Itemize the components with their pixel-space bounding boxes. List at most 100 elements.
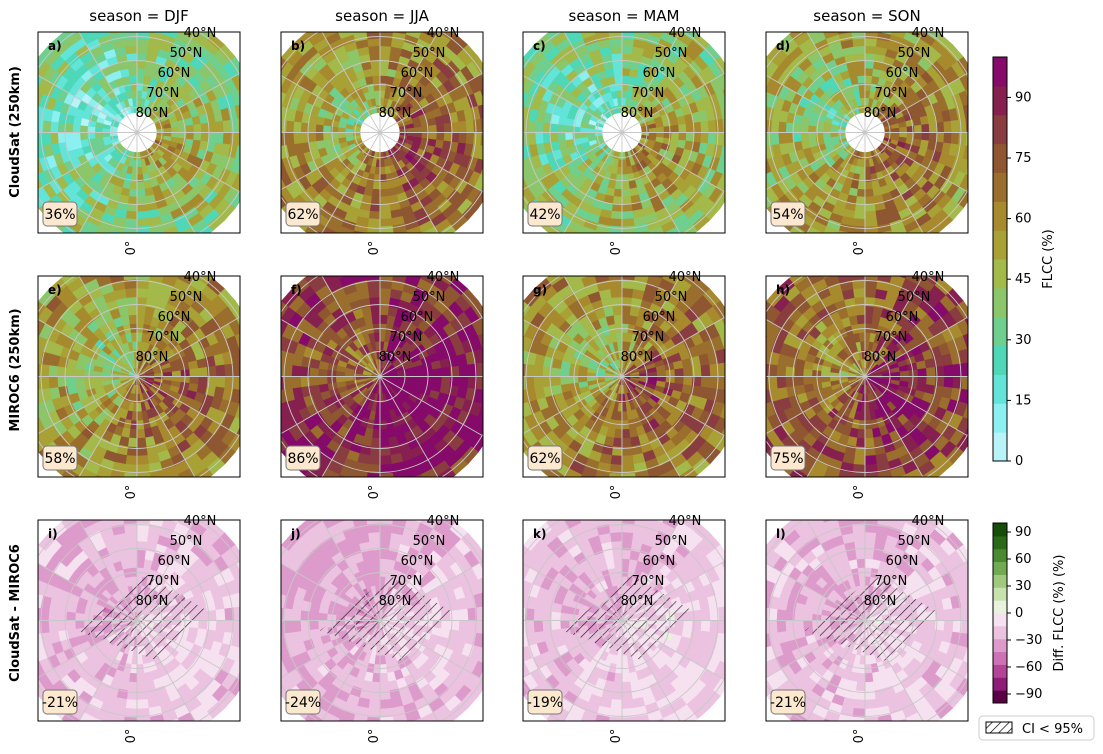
colorbar-tick-label: 15	[1015, 393, 1032, 408]
mean-value-box: -19%	[527, 689, 563, 715]
mean-value-label: 42%	[529, 207, 560, 223]
mean-value-label: -24%	[285, 695, 321, 711]
map-panel-k: 40°N 50°N 60°N 70°N 80°N k) -19% 0°	[522, 514, 726, 743]
lat-label: 70°N	[875, 574, 908, 589]
map-panel-b: 40°N 50°N 60°N 70°N 80°N b) 62% 0°	[280, 26, 484, 256]
colorbar-segment	[993, 651, 1007, 665]
lat-label: 50°N	[170, 534, 203, 549]
map-panel-h: 40°N 50°N 60°N 70°N 80°N h) 75% 0°	[765, 270, 969, 500]
mean-value-box: -21%	[42, 689, 78, 715]
hatch-legend: CI < 95%	[978, 715, 1095, 741]
panel-letter: k)	[533, 527, 546, 541]
map-panel-f: 40°N 50°N 60°N 70°N 80°N f) 86% 0°	[280, 270, 484, 499]
lat-label: 80°N	[864, 106, 897, 121]
lat-label: 70°N	[147, 574, 180, 589]
lat-label: 40°N	[669, 26, 702, 41]
mean-value-box: 36%	[42, 201, 78, 227]
panel-letter: l)	[776, 527, 786, 541]
lat-label: 50°N	[655, 534, 688, 549]
lat-label: 70°N	[390, 330, 423, 345]
lat-label: 60°N	[401, 66, 434, 81]
lon-label: 0°	[367, 729, 382, 744]
row-label: CloudSat (250km)	[8, 66, 23, 198]
column-title: season = JJA	[335, 7, 429, 25]
lat-label: 70°N	[875, 86, 908, 101]
lat-label: 50°N	[413, 534, 446, 549]
colorbar-tick-label: 90	[1015, 90, 1032, 105]
colorbar-segment	[993, 523, 1007, 537]
colorbar-segment	[993, 432, 1007, 462]
panel-letter: d)	[776, 39, 790, 53]
lat-label: 50°N	[170, 46, 203, 61]
lat-label: 60°N	[401, 310, 434, 325]
mean-value-label: 36%	[44, 207, 75, 223]
lat-label: 60°N	[643, 554, 676, 569]
colorbar-segment	[993, 561, 1007, 575]
panel-frame	[280, 275, 484, 478]
lat-label: 70°N	[875, 330, 908, 345]
panel-frame	[280, 31, 484, 234]
lat-label: 50°N	[413, 290, 446, 305]
lat-label: 80°N	[864, 350, 897, 365]
lat-label: 70°N	[147, 86, 180, 101]
mean-value-label: -21%	[42, 695, 78, 711]
colorbar-tick-label: 60	[1015, 552, 1032, 567]
hatch-legend-label: CI < 95%	[1022, 722, 1083, 737]
lat-label: 80°N	[864, 594, 897, 609]
colorbar-segment	[993, 664, 1007, 678]
lat-label: 70°N	[147, 330, 180, 345]
lat-label: 40°N	[669, 270, 702, 285]
lat-label: 50°N	[898, 46, 931, 61]
colorbar-tick-label: 90	[1015, 525, 1032, 540]
lat-label: 80°N	[379, 106, 412, 121]
colorbar-segment	[993, 114, 1007, 145]
column-title: season = SON	[813, 7, 920, 25]
lat-label: 80°N	[379, 594, 412, 609]
panel-letter: e)	[48, 283, 62, 297]
lon-label: 0°	[609, 241, 624, 256]
lat-label: 60°N	[886, 554, 919, 569]
column-title: season = DJF	[89, 7, 188, 25]
colorbar-segment	[993, 403, 1007, 433]
map-panel-l: 40°N 50°N 60°N 70°N 80°N l) -21% 0°	[765, 514, 969, 744]
colorbar-segment	[993, 548, 1007, 563]
lon-label: 0°	[367, 241, 382, 256]
panel-frame	[280, 519, 484, 722]
lat-label: 40°N	[912, 26, 945, 41]
panel-frame	[765, 275, 969, 478]
lat-label: 40°N	[427, 514, 460, 529]
lat-label: 70°N	[390, 86, 423, 101]
mean-value-label: -19%	[527, 695, 563, 711]
lat-label: 50°N	[898, 290, 931, 305]
panel-letter: b)	[291, 39, 305, 53]
panel-letter: g)	[533, 283, 547, 297]
map-panel-e: 40°N 50°N 60°N 70°N 80°N e) 58% 0°	[37, 270, 241, 500]
colorbar-segment	[993, 625, 1007, 640]
colorbar-segment	[993, 143, 1007, 173]
panel-frame	[522, 519, 726, 722]
mean-value-box: 86%	[285, 445, 321, 471]
panel-frame	[765, 519, 969, 722]
mean-value-box: 62%	[285, 201, 321, 227]
lat-label: 80°N	[136, 350, 169, 365]
mean-value-label: 54%	[772, 207, 803, 223]
colorbar-tick-label: 75	[1015, 151, 1032, 166]
mean-value-box: -24%	[285, 689, 321, 715]
colorbar-tick-label: 60	[1015, 212, 1032, 227]
lat-label: 80°N	[621, 106, 654, 121]
lat-label: 40°N	[912, 514, 945, 529]
lat-label: 50°N	[413, 46, 446, 61]
mean-value-label: 86%	[287, 451, 318, 467]
lat-label: 60°N	[643, 310, 676, 325]
mean-value-box: 42%	[527, 201, 563, 227]
colorbar-segment	[993, 638, 1007, 653]
panel-letter: c)	[533, 39, 546, 53]
mean-value-box: 62%	[527, 445, 563, 471]
lat-label: 80°N	[621, 350, 654, 365]
lon-label: 0°	[124, 485, 139, 500]
colorbar-segment	[993, 587, 1007, 601]
row-label: MIROC6 (250km)	[8, 308, 23, 431]
lon-label: 0°	[852, 729, 867, 744]
lon-label: 0°	[852, 485, 867, 500]
